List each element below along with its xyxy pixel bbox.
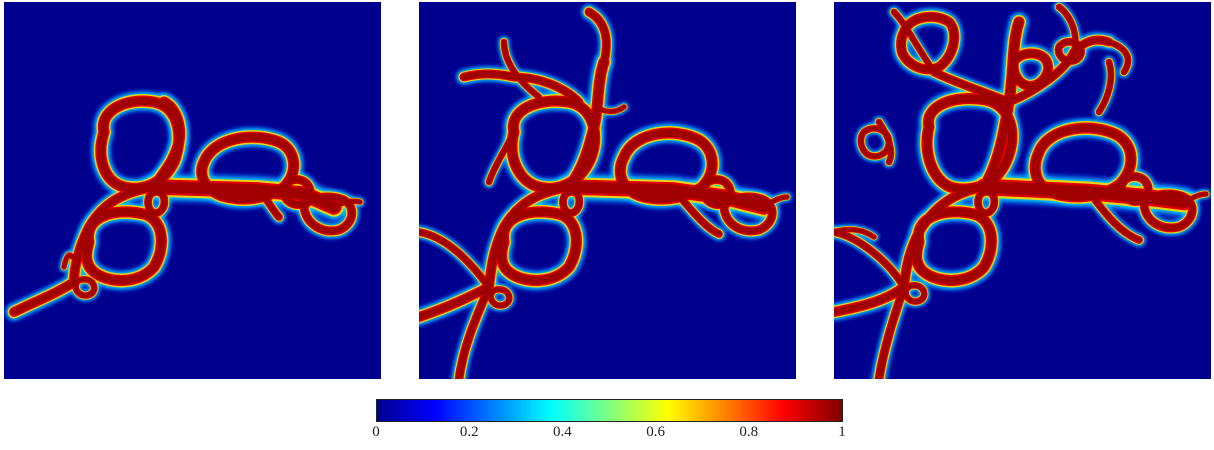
crack-segment	[595, 105, 626, 114]
crack-segment	[455, 283, 493, 379]
crack-segment	[903, 282, 927, 304]
crack-segment	[1140, 190, 1196, 232]
colorbar-ticks: 0 0.2 0.4 0.6 0.8 1	[372, 424, 846, 448]
crack-segment	[62, 253, 74, 269]
crack-segment	[73, 276, 97, 298]
colorbar-fill	[377, 400, 842, 421]
crack-segment	[978, 181, 1190, 208]
crack-segment	[720, 193, 776, 235]
crack-segment	[10, 183, 158, 316]
crack-segment	[834, 229, 907, 290]
colorbar-tick-label: 0.6	[646, 424, 665, 440]
colorbar-tick-label: 0.2	[459, 424, 479, 440]
crack-segment	[419, 183, 573, 321]
crack-band-layer	[834, 4, 1208, 379]
crack-segment	[834, 183, 988, 316]
crack-segment	[897, 13, 958, 73]
crack-segment	[96, 97, 183, 193]
crack-segment	[497, 207, 581, 285]
crack-segment	[1010, 49, 1052, 90]
crack-segment	[975, 189, 998, 216]
crack-field	[834, 2, 1211, 379]
crack-pattern-panel-1	[4, 2, 381, 379]
crack-segment	[930, 68, 1013, 106]
crack-band-layer	[10, 97, 362, 316]
crack-segment	[488, 286, 512, 308]
crack-segment	[501, 39, 542, 100]
crack-segment	[1055, 38, 1084, 64]
crack-segment	[508, 97, 599, 193]
colorbar-tick-label: 0.4	[553, 424, 572, 440]
colorbar	[376, 399, 843, 422]
crack-segment	[82, 207, 166, 285]
crack-segment	[300, 193, 355, 235]
colorbar-gradient	[376, 399, 843, 422]
colorbar-tick-label: 1	[838, 424, 846, 440]
crack-pattern-panel-3	[834, 2, 1211, 379]
crack-segment	[834, 227, 876, 239]
colorbar-tick-label: 0	[372, 424, 380, 440]
crack-segment	[1118, 173, 1152, 205]
crack-segment	[1096, 59, 1114, 115]
crack-segment	[585, 8, 610, 66]
crack-field	[419, 3, 793, 379]
colorbar-tick-label: 0.8	[739, 424, 759, 440]
crack-segment	[912, 207, 996, 285]
crack-segment	[1056, 4, 1078, 55]
crack-segment	[875, 283, 908, 379]
crack-segment	[460, 70, 583, 106]
crack-segment	[923, 94, 1016, 193]
crack-pattern-panel-2	[419, 2, 796, 379]
crack-segment	[419, 229, 492, 290]
crack-segment	[891, 9, 937, 75]
crack-field	[4, 90, 366, 322]
crack-segment	[145, 189, 168, 216]
crack-segment	[560, 189, 583, 216]
crack-band-layer	[419, 8, 789, 379]
crack-segment	[858, 126, 892, 159]
crack-segment	[1106, 39, 1131, 75]
